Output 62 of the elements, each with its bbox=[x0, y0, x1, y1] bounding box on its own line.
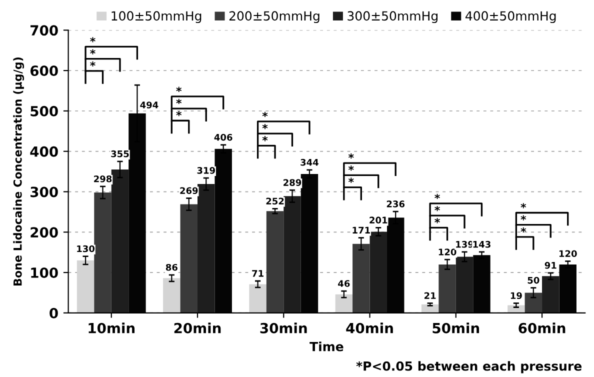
data-label: 319 bbox=[197, 166, 215, 174]
annotation: * bbox=[176, 111, 182, 116]
data-label: 71 bbox=[252, 270, 264, 277]
y-tick-label: 0 bbox=[50, 308, 58, 318]
data-label: 252 bbox=[266, 198, 284, 205]
y-tick-label: 100 bbox=[31, 267, 58, 278]
data-label: 21 bbox=[424, 292, 436, 299]
annotation: * bbox=[262, 136, 268, 142]
y-tick-label: 700 bbox=[30, 25, 58, 36]
data-label: 91 bbox=[544, 262, 556, 269]
legend-label: 200±50mmHg bbox=[229, 11, 320, 24]
data-label: 120 bbox=[438, 248, 456, 256]
x-tick-label: 30min bbox=[260, 322, 307, 334]
y-tick-label: 400 bbox=[30, 146, 58, 157]
x-tick-label: 10min bbox=[88, 322, 135, 334]
data-label: 50 bbox=[528, 276, 540, 284]
data-label: 19 bbox=[510, 292, 522, 300]
legend-label: 300±50mmHg bbox=[348, 11, 438, 24]
annotation: * bbox=[434, 218, 440, 224]
annotation: * bbox=[520, 227, 526, 233]
legend-label: 400±50mmHg bbox=[465, 11, 556, 24]
annotation: * bbox=[348, 178, 354, 183]
annotation: * bbox=[262, 124, 268, 130]
annotation: * bbox=[176, 98, 182, 104]
annotation: * bbox=[520, 203, 526, 208]
annotation: * bbox=[348, 153, 354, 159]
data-label: 46 bbox=[338, 280, 350, 287]
annotation: * bbox=[434, 194, 440, 199]
data-label: 269 bbox=[180, 187, 198, 194]
annotation: * bbox=[262, 112, 268, 117]
y-tick-label: 200 bbox=[30, 227, 58, 238]
x-tick-label: 60min bbox=[518, 322, 566, 334]
x-tick-label: 40min bbox=[346, 322, 393, 334]
annotation: * bbox=[176, 86, 182, 92]
annotation: * bbox=[434, 206, 440, 212]
y-tick-label: 600 bbox=[30, 66, 58, 76]
text: *P<0.05 between each pressure bbox=[356, 361, 582, 374]
annotation: * bbox=[348, 166, 354, 171]
data-label: 120 bbox=[559, 250, 577, 258]
x-tick-label: 20min bbox=[174, 322, 221, 334]
x-axis-title: Time bbox=[310, 342, 344, 352]
data-label: 289 bbox=[284, 179, 302, 186]
data-label: 298 bbox=[94, 175, 112, 182]
legend-label: 100±50mmHg bbox=[112, 11, 202, 24]
data-label: 355 bbox=[111, 150, 129, 158]
x-tick-label: 50min bbox=[432, 322, 480, 334]
data-label: 236 bbox=[386, 200, 405, 208]
annotation: * bbox=[520, 215, 526, 220]
annotation: * bbox=[90, 61, 96, 66]
data-label: 406 bbox=[214, 134, 232, 141]
y-tick-label: 300 bbox=[30, 186, 58, 198]
data-label: 86 bbox=[166, 264, 178, 271]
annotation: * bbox=[90, 49, 96, 54]
y-tick-label: 500 bbox=[30, 106, 58, 116]
data-label: 130 bbox=[77, 245, 95, 252]
annotation: * bbox=[90, 37, 96, 42]
data-label: 171 bbox=[352, 226, 370, 234]
data-label: 201 bbox=[370, 216, 388, 224]
data-label: 494 bbox=[140, 102, 158, 108]
data-label: 143 bbox=[473, 240, 490, 248]
y-axis-title: Bone Lidocaine Concentration (μg/g) bbox=[13, 58, 24, 286]
data-label: 344 bbox=[300, 158, 318, 166]
